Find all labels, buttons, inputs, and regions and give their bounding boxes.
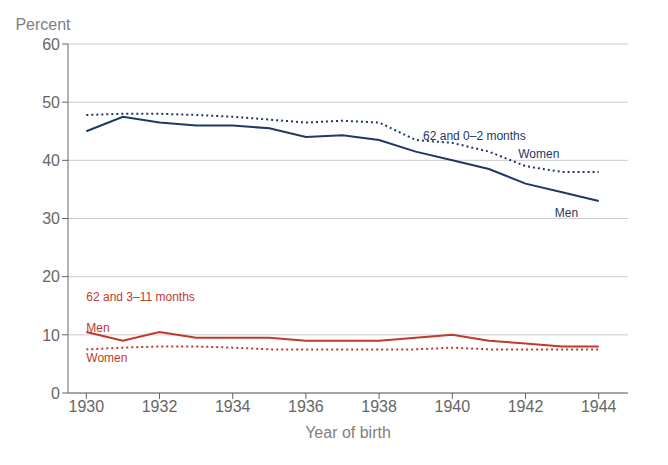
svg-text:1930: 1930	[69, 398, 105, 415]
svg-text:1938: 1938	[361, 398, 397, 415]
svg-text:60: 60	[42, 36, 60, 53]
svg-text:Men: Men	[555, 206, 578, 220]
svg-text:Year of birth: Year of birth	[305, 424, 391, 441]
svg-text:1942: 1942	[508, 398, 544, 415]
svg-text:Men: Men	[86, 321, 109, 335]
svg-text:Women: Women	[518, 147, 559, 161]
svg-text:20: 20	[42, 268, 60, 285]
svg-text:30: 30	[42, 210, 60, 227]
svg-text:50: 50	[42, 94, 60, 111]
svg-text:62 and 3–11 months: 62 and 3–11 months	[86, 290, 195, 304]
svg-text:10: 10	[42, 327, 60, 344]
svg-text:1936: 1936	[288, 398, 324, 415]
svg-text:Women: Women	[86, 351, 127, 365]
svg-text:0: 0	[51, 385, 60, 402]
svg-text:40: 40	[42, 152, 60, 169]
svg-text:1932: 1932	[142, 398, 178, 415]
svg-text:1934: 1934	[215, 398, 251, 415]
svg-text:Percent: Percent	[15, 16, 71, 33]
svg-text:1940: 1940	[435, 398, 471, 415]
svg-text:1944: 1944	[581, 398, 617, 415]
svg-text:62 and 0–2 months: 62 and 0–2 months	[423, 129, 526, 143]
